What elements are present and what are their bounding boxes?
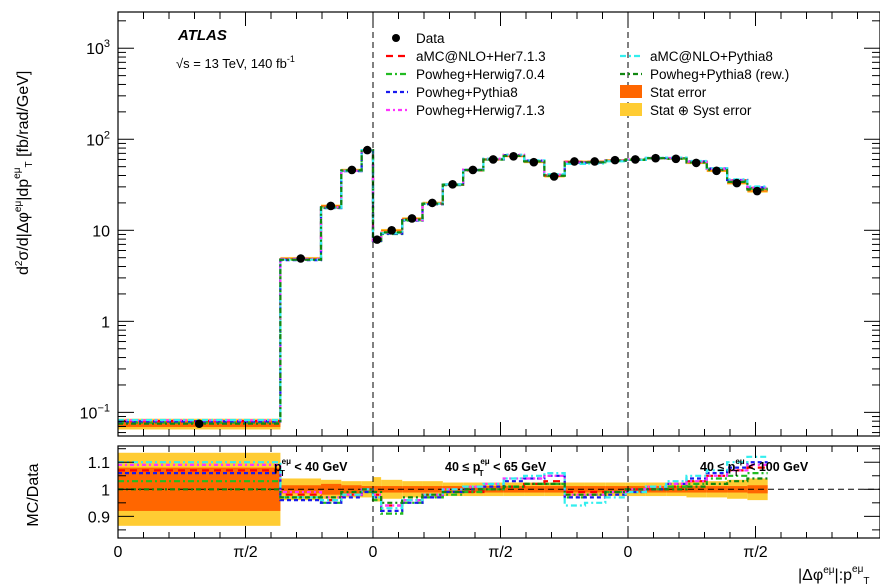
data-point: [671, 154, 681, 164]
legend-label: Stat error: [650, 85, 707, 100]
legend-label: Powheg+Pythia8: [416, 85, 518, 100]
data-point: [712, 166, 721, 176]
legend-item: Stat error: [620, 85, 707, 100]
ratio-stat-band: [584, 486, 606, 493]
x-tick-label: π/2: [488, 544, 512, 561]
ratio-y-tick-label: 1.1: [88, 455, 110, 472]
x-axis-title: |Δφeμ|:peμT: [798, 564, 869, 587]
legend-item: Powheg+Herwig7.0.4: [386, 67, 545, 82]
data-point: [529, 157, 539, 167]
ratio-y-tick-label: 0.9: [88, 509, 110, 526]
ratio-histogram-3: [118, 463, 768, 507]
x-tick-label: π/2: [233, 544, 257, 561]
legend-label: Powheg+Herwig7.1.3: [416, 103, 545, 118]
data-point: [610, 155, 620, 165]
legend-label: Powheg+Pythia8 (rew.): [650, 67, 789, 82]
data-point: [347, 165, 357, 175]
atlas-label-group: ATLAS √s = 13 TeV, 140 fb-1: [176, 27, 295, 71]
data-point: [570, 157, 579, 166]
y-tick-label: 102: [86, 129, 110, 149]
y-axis-title: d2σ/d|Δφeμ|dpeμT [fb/rad/GeV]: [12, 71, 35, 275]
data-point: [448, 180, 457, 189]
y-tick-label: 10−1: [80, 402, 110, 422]
legend-item: aMC@NLO+Pythia8: [620, 49, 773, 64]
ratio-plot-area: [118, 452, 880, 526]
ratio-stat-band: [686, 486, 707, 493]
region-labels: peμ T < 40 GeV 40 ≤ peμ T < 65 GeV 40 ≤ peμ T…: [274, 457, 809, 478]
axis-titles: d2σ/d|Δφeμ|dpeμT [fb/rad/GeV] MC/Data |Δφe…: [12, 71, 869, 587]
ratio-stat-band: [666, 486, 687, 493]
data-point: [468, 165, 478, 175]
mc-histogram-5: [118, 149, 768, 425]
legend-label: aMC@NLO+Her7.1.3: [416, 49, 546, 64]
ratio-frame: [117, 445, 880, 539]
data-point: [427, 198, 437, 208]
ratio-stat-band: [524, 486, 545, 493]
y-tick-label: 103: [86, 38, 110, 58]
data-point: [488, 155, 498, 164]
x-tick-label: π/2: [743, 544, 767, 561]
data-point: [326, 201, 336, 211]
legend-item: Powheg+Pythia8: [386, 85, 518, 100]
data-point: [691, 158, 701, 168]
ratio-histogram-5: [118, 477, 768, 504]
data-point: [372, 235, 382, 244]
ratio-y-axis-title: MC/Data: [25, 463, 42, 526]
x-tick-label: 0: [624, 544, 633, 561]
ratio-stat-band: [373, 486, 382, 493]
y-tick-label: 1: [101, 314, 110, 331]
data-point: [549, 172, 559, 181]
data-point: [363, 145, 372, 155]
data-point: [296, 254, 306, 263]
ratio-panel: 0.9 1 1.1 0 π/2 0 π/2 0 π/2: [88, 445, 880, 561]
legend-item: Powheg+Pythia8 (rew.): [620, 67, 789, 82]
y-tick-label: 10: [92, 223, 110, 240]
region-label: peμ T < 40 GeV: [274, 457, 348, 478]
ratio-y-tick-label: 1: [101, 482, 110, 499]
legend-label: Stat ⊕ Syst error: [650, 103, 752, 118]
ratio-stat-band: [747, 485, 768, 494]
ratio-stat-band: [727, 486, 748, 493]
legend-item: Stat ⊕ Syst error: [620, 103, 752, 118]
data-point: [509, 151, 518, 161]
region-label: 40 ≤ peμ T < 100 GeV: [700, 457, 809, 478]
region-label: 40 ≤ peμ T < 65 GeV: [445, 457, 547, 478]
legend-item: aMC@NLO+Her7.1.3: [386, 49, 546, 64]
ratio-stat-band: [706, 486, 728, 493]
data-point: [752, 186, 762, 196]
data-point: [194, 419, 204, 429]
main-frame: [117, 11, 880, 437]
legend-label: Powheg+Herwig7.0.4: [416, 67, 545, 82]
data-point: [651, 153, 660, 163]
data-point: [387, 225, 396, 235]
x-tick-label: 0: [114, 544, 123, 561]
legend-item: Data: [392, 31, 445, 46]
data-point: [631, 155, 640, 164]
data-point: [732, 178, 742, 188]
legend-label: Data: [416, 31, 445, 46]
data-point: [590, 157, 600, 166]
legend-item: Powheg+Herwig7.1.3: [386, 103, 545, 118]
data-point: [407, 214, 417, 223]
legend-box: [620, 103, 642, 116]
legend-label: aMC@NLO+Pythia8: [650, 49, 773, 64]
legend: Data aMC@NLO+Her7.1.3 Powheg+Herwig7.0.4 Po…: [386, 31, 789, 118]
ratio-stat-band: [544, 486, 565, 493]
ratio-stat-band: [605, 486, 626, 493]
legend-marker: [392, 34, 400, 42]
x-tick-label: 0: [369, 544, 378, 561]
main-plot-area: [118, 145, 768, 430]
ratio-stat-band: [564, 486, 585, 493]
atlas-label: ATLAS: [177, 27, 227, 44]
legend-box: [620, 85, 642, 98]
energy-label: √s = 13 TeV, 140 fb-1: [176, 54, 295, 71]
